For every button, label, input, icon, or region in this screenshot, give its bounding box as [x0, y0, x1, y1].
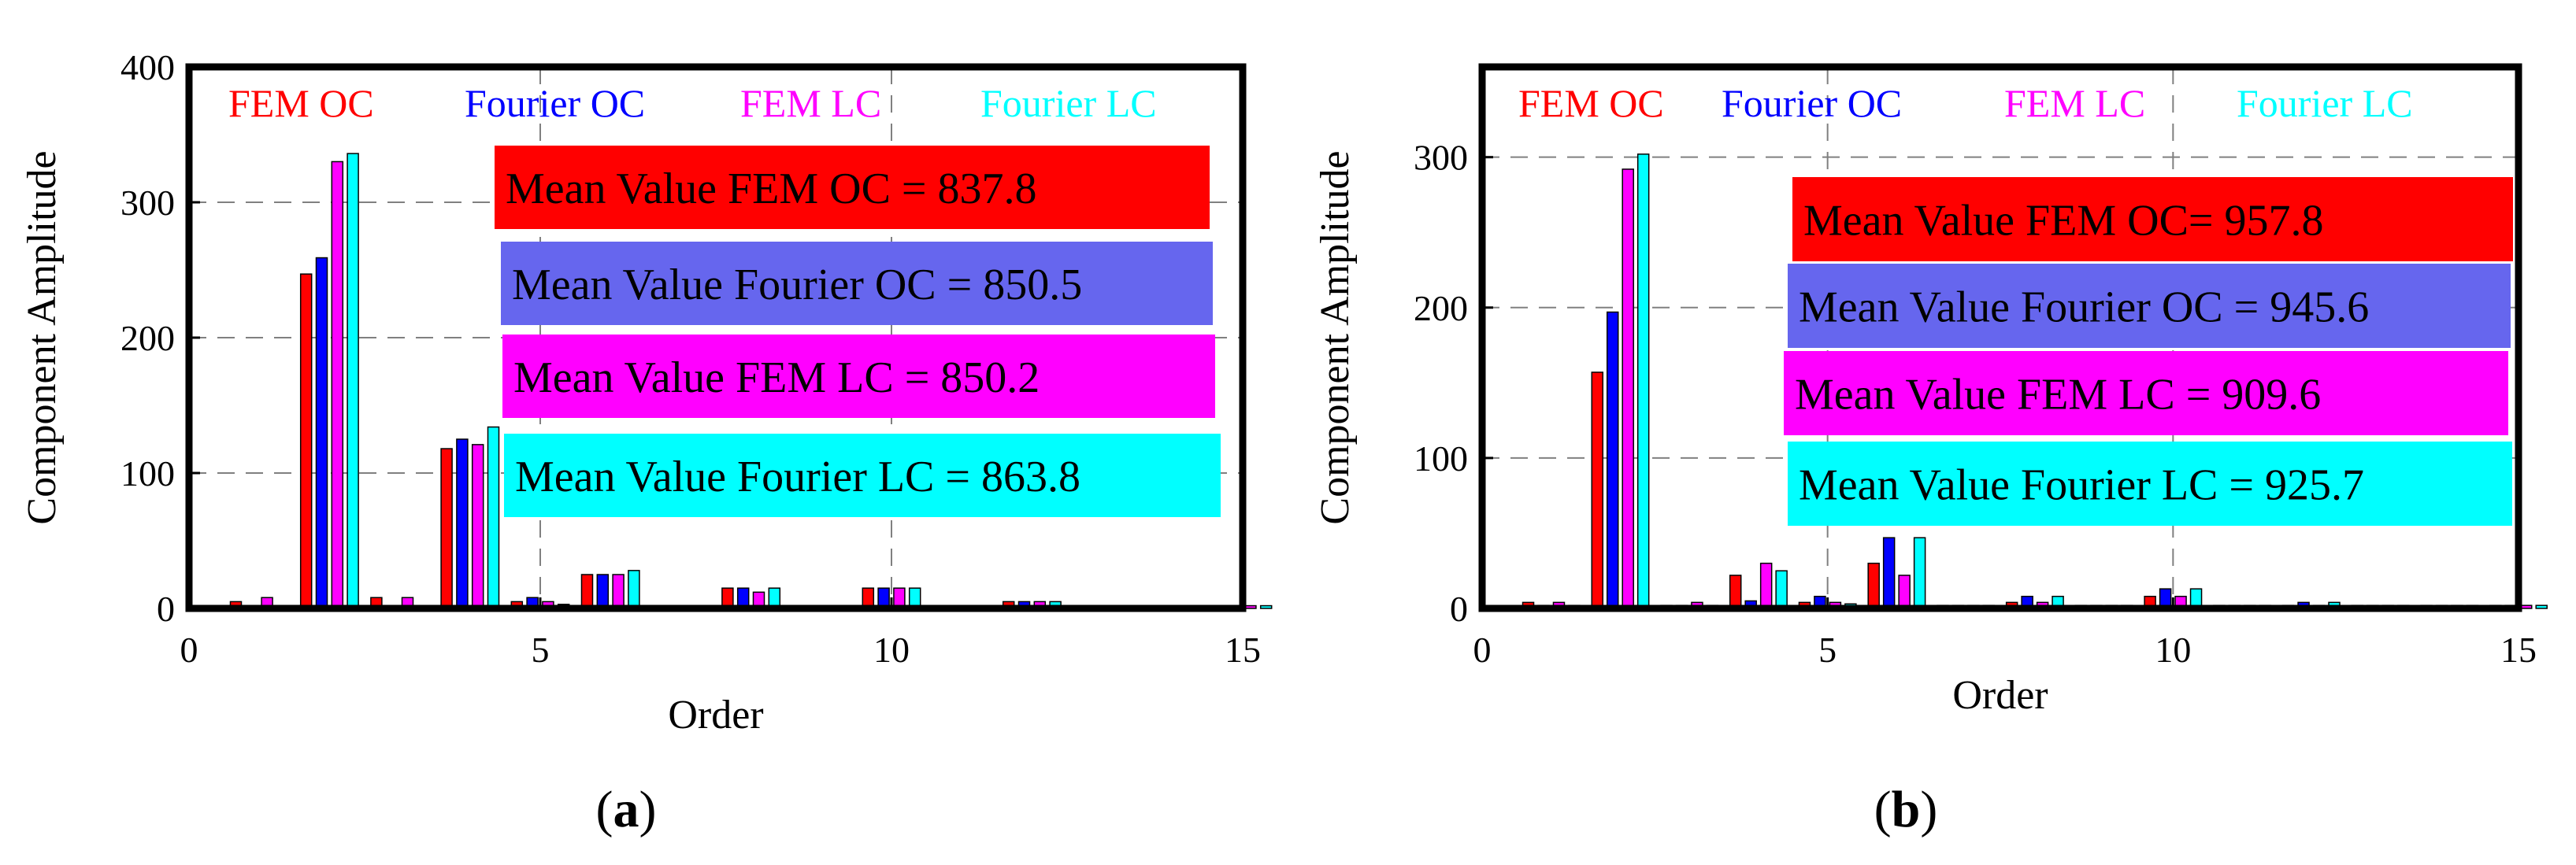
- legend-fourier-lc: Fourier LC: [980, 81, 1157, 125]
- bar-fourier-lc: [1636, 153, 1650, 609]
- bar-fourier-lc: [2535, 604, 2548, 609]
- mean-value-box: [504, 434, 1221, 517]
- bar-fem-lc: [2519, 604, 2533, 609]
- panel-letter: a: [613, 781, 639, 838]
- bar-fem-lc: [1244, 604, 1257, 609]
- bar-fourier-oc: [315, 257, 328, 609]
- bar-fem-lc: [471, 444, 484, 609]
- mean-value-label: Mean Value Fourier OC = 945.6: [1799, 283, 2369, 332]
- mean-value-box: [501, 242, 1213, 325]
- x-tick-label: 15: [1225, 630, 1261, 670]
- bar-fourier-lc: [347, 153, 359, 609]
- x-axis-label: Order: [1952, 673, 2048, 718]
- x-tick-label: 0: [180, 630, 198, 670]
- panel-label: (b): [1874, 781, 1938, 838]
- bar-fourier-lc: [487, 426, 500, 609]
- mean-value-box: [502, 335, 1215, 418]
- mean-value-box: [495, 146, 1210, 229]
- plot-frame: [1478, 63, 2522, 612]
- bar-fourier-lc: [1775, 570, 1788, 609]
- y-axis-label: Component Amplitude: [20, 150, 65, 524]
- y-tick-label: 100: [1414, 438, 1468, 479]
- mean-value-label: Mean Value Fourier LC = 925.7: [1799, 461, 2364, 510]
- legend-fourier-lc: Fourier LC: [2237, 81, 2413, 125]
- bar-fem-oc: [580, 574, 594, 609]
- mean-value-label: Mean Value Fourier LC = 863.8: [515, 453, 1080, 501]
- bar-fem-oc: [299, 273, 313, 609]
- y-tick-label: 100: [120, 453, 175, 493]
- x-tick-label: 10: [2155, 630, 2191, 670]
- y-tick-label: 200: [1414, 288, 1468, 328]
- panel-letter: b: [1892, 781, 1921, 838]
- x-tick-label: 10: [873, 630, 910, 670]
- x-tick-label: 5: [532, 630, 550, 670]
- bar-fourier-lc: [1259, 604, 1273, 609]
- mean-value-label: Mean Value Fourier OC = 850.5: [512, 261, 1082, 309]
- y-tick-label: 200: [120, 318, 175, 358]
- bar-fourier-oc: [596, 574, 610, 609]
- mean-value-label: Mean Value FEM OC= 957.8: [1803, 197, 2324, 246]
- bar-fourier-lc: [628, 570, 640, 609]
- y-axis-label: Component Amplitude: [1313, 150, 1358, 524]
- bar-fem-lc: [331, 161, 344, 609]
- mean-value-box: [1792, 177, 2513, 261]
- x-axis-label: Order: [668, 693, 763, 737]
- bar-fem-lc: [1898, 575, 1911, 609]
- mean-value-label: Mean Value FEM OC = 837.8: [506, 164, 1037, 213]
- legend-fem-oc: FEM OC: [1518, 81, 1664, 125]
- bar-fourier-lc: [1913, 537, 1926, 609]
- bar-fem-lc: [612, 574, 625, 609]
- legend-fem-lc: FEM LC: [740, 81, 881, 125]
- mean-value-label: Mean Value FEM LC = 850.2: [513, 353, 1040, 402]
- legend-fem-lc: FEM LC: [2004, 81, 2145, 125]
- y-tick-label: 0: [1450, 589, 1468, 629]
- bar-fem-lc: [1759, 562, 1773, 609]
- legend-fem-oc: FEM OC: [228, 81, 374, 125]
- bar-fem-oc: [1591, 372, 1604, 609]
- bar-fem-oc: [1867, 562, 1880, 609]
- bar-fem-oc: [440, 448, 453, 609]
- mean-value-box: [1788, 442, 2512, 526]
- x-tick-label: 0: [1473, 630, 1492, 670]
- bar-fourier-oc: [1882, 537, 1896, 609]
- y-tick-label: 300: [1414, 138, 1468, 178]
- bar-fem-oc: [1729, 575, 1742, 609]
- bar-fem-lc: [1622, 168, 1634, 609]
- bar-fourier-oc: [456, 438, 469, 609]
- legend-fourier-oc: Fourier OC: [1722, 81, 1902, 125]
- bar-fourier-oc: [1606, 311, 1619, 609]
- x-tick-label: 5: [1818, 630, 1837, 670]
- mean-value-label: Mean Value FEM LC = 909.6: [1795, 371, 2321, 420]
- mean-value-box: [1788, 264, 2511, 348]
- y-tick-label: 0: [157, 589, 175, 629]
- x-tick-label: 15: [2500, 630, 2537, 670]
- y-tick-label: 400: [120, 47, 175, 87]
- y-tick-label: 300: [120, 183, 175, 223]
- legend-fourier-oc: Fourier OC: [465, 81, 645, 125]
- mean-value-box: [1784, 351, 2508, 435]
- panel-label: (a): [596, 781, 657, 838]
